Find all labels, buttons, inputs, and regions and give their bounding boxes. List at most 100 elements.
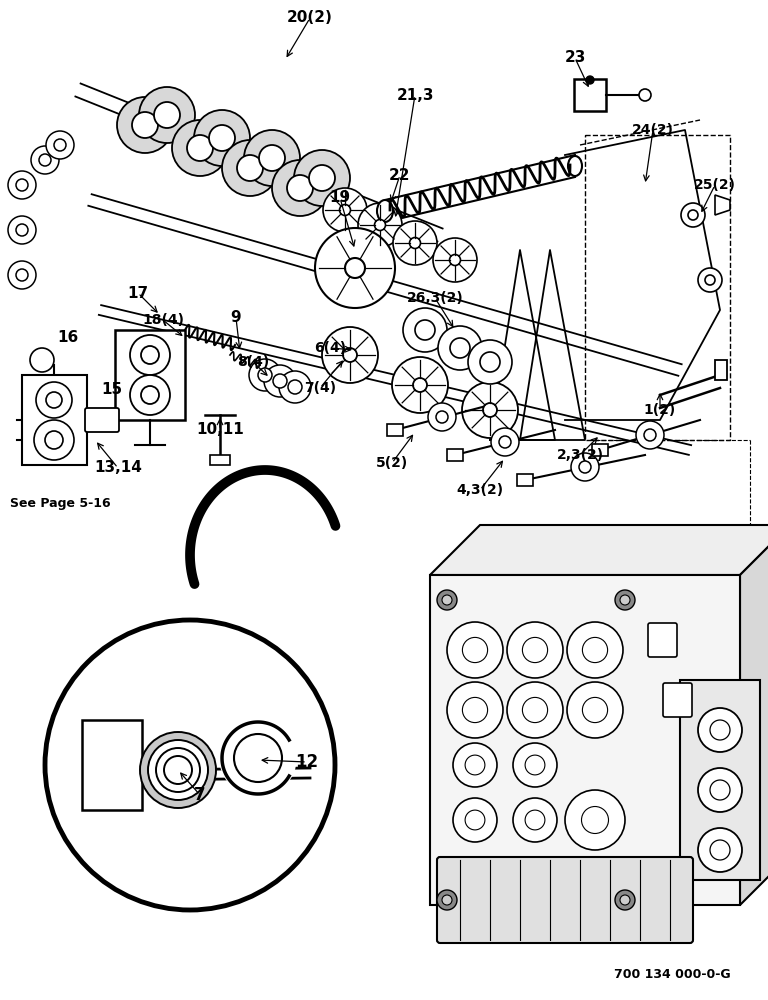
Circle shape	[442, 895, 452, 905]
Circle shape	[8, 216, 36, 244]
Circle shape	[322, 327, 378, 383]
Circle shape	[105, 738, 119, 752]
Circle shape	[698, 828, 742, 872]
Text: 7(4): 7(4)	[304, 381, 336, 395]
Circle shape	[450, 338, 470, 358]
FancyBboxPatch shape	[22, 375, 87, 465]
Circle shape	[567, 682, 623, 738]
Circle shape	[8, 261, 36, 289]
Text: 5(2): 5(2)	[376, 456, 408, 470]
Circle shape	[620, 895, 630, 905]
Circle shape	[36, 382, 72, 418]
Circle shape	[582, 637, 607, 663]
FancyBboxPatch shape	[447, 449, 463, 461]
Circle shape	[462, 382, 518, 438]
Circle shape	[688, 210, 698, 220]
Polygon shape	[740, 525, 768, 905]
FancyBboxPatch shape	[210, 455, 230, 465]
Polygon shape	[430, 575, 740, 905]
Circle shape	[403, 308, 447, 352]
FancyBboxPatch shape	[85, 408, 119, 432]
Circle shape	[428, 403, 456, 431]
Circle shape	[258, 368, 272, 382]
Circle shape	[522, 697, 548, 723]
Circle shape	[710, 840, 730, 860]
Circle shape	[16, 224, 28, 236]
Text: 22: 22	[389, 167, 411, 182]
Circle shape	[698, 268, 722, 292]
Circle shape	[273, 374, 287, 388]
Text: 25(2): 25(2)	[694, 178, 736, 192]
Circle shape	[409, 237, 421, 248]
Circle shape	[615, 590, 635, 610]
Circle shape	[45, 431, 63, 449]
Circle shape	[525, 810, 545, 830]
Circle shape	[513, 798, 557, 842]
Circle shape	[705, 275, 715, 285]
Circle shape	[579, 461, 591, 473]
Circle shape	[507, 622, 563, 678]
Circle shape	[272, 160, 328, 216]
Circle shape	[581, 806, 608, 834]
Circle shape	[586, 76, 594, 84]
Circle shape	[141, 346, 159, 364]
Circle shape	[54, 139, 66, 151]
Circle shape	[234, 734, 282, 782]
FancyBboxPatch shape	[115, 330, 185, 420]
Text: 9: 9	[230, 310, 241, 326]
Circle shape	[279, 371, 311, 403]
Circle shape	[194, 110, 250, 166]
Circle shape	[104, 777, 120, 793]
FancyBboxPatch shape	[663, 683, 692, 717]
Text: 19: 19	[329, 190, 350, 206]
Circle shape	[465, 810, 485, 830]
Circle shape	[237, 155, 263, 181]
Circle shape	[222, 140, 278, 196]
Circle shape	[139, 87, 195, 143]
Circle shape	[525, 755, 545, 775]
Circle shape	[31, 146, 59, 174]
Circle shape	[259, 145, 285, 171]
Circle shape	[345, 258, 365, 278]
Circle shape	[154, 102, 180, 128]
Circle shape	[264, 365, 296, 397]
Circle shape	[156, 748, 200, 792]
Circle shape	[94, 767, 130, 803]
Circle shape	[567, 622, 623, 678]
Circle shape	[39, 154, 51, 166]
Circle shape	[413, 378, 427, 392]
Circle shape	[483, 403, 497, 417]
Circle shape	[710, 720, 730, 740]
FancyBboxPatch shape	[517, 474, 533, 486]
Circle shape	[499, 436, 511, 448]
Circle shape	[16, 269, 28, 281]
Text: 26,3(2): 26,3(2)	[406, 291, 463, 305]
Circle shape	[16, 179, 28, 191]
Circle shape	[507, 682, 563, 738]
Circle shape	[571, 453, 599, 481]
Polygon shape	[430, 525, 768, 575]
Text: 12: 12	[296, 753, 319, 771]
Text: 4,3(2): 4,3(2)	[456, 483, 504, 497]
Circle shape	[294, 150, 350, 206]
Text: 24(2): 24(2)	[632, 123, 674, 137]
Circle shape	[132, 112, 158, 138]
Circle shape	[34, 420, 74, 460]
Circle shape	[620, 595, 630, 605]
Circle shape	[141, 386, 159, 404]
Circle shape	[438, 326, 482, 370]
Text: 16: 16	[58, 330, 78, 346]
Circle shape	[710, 780, 730, 800]
Circle shape	[436, 411, 448, 423]
Circle shape	[698, 708, 742, 752]
Text: See Page 5-16: See Page 5-16	[10, 496, 111, 510]
Text: 21,3: 21,3	[396, 88, 434, 103]
Circle shape	[639, 89, 651, 101]
Circle shape	[46, 131, 74, 159]
Text: 18(4): 18(4)	[142, 313, 184, 327]
Circle shape	[287, 175, 313, 201]
Circle shape	[140, 732, 216, 808]
FancyBboxPatch shape	[82, 720, 142, 810]
FancyBboxPatch shape	[574, 79, 606, 111]
Circle shape	[323, 188, 367, 232]
